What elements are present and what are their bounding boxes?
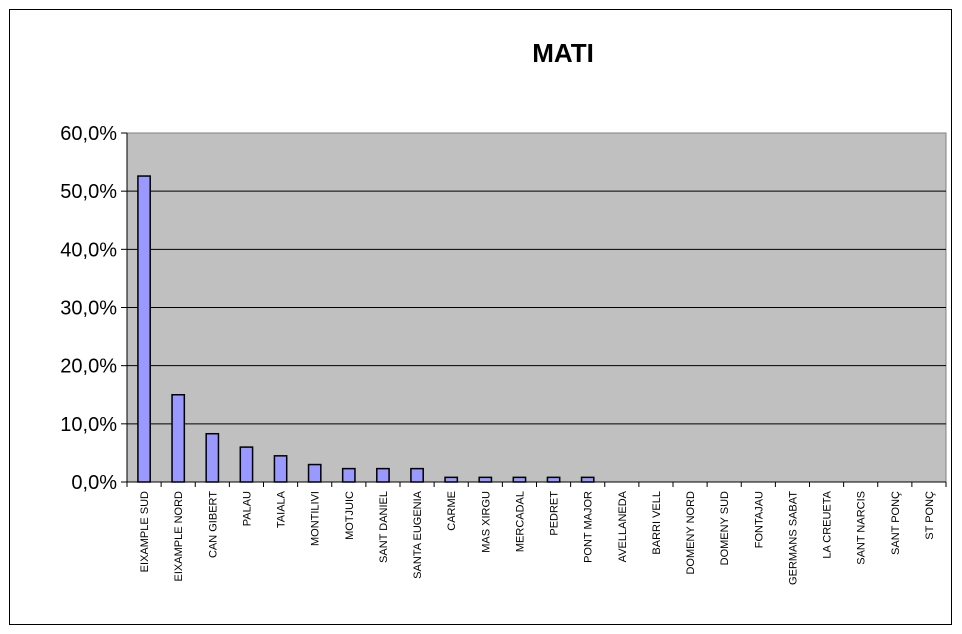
gridlines <box>127 190 946 425</box>
x-tick-label: MERCADAL <box>514 491 526 552</box>
x-tick-label: SANT NARCIS <box>856 491 868 565</box>
chart-title: MATI <box>532 38 594 68</box>
x-axis: EIXAMPLE SUD EIXAMPLE NORD CAN GIBERT PALAU… <box>126 481 947 585</box>
bar <box>341 467 356 483</box>
x-tick-label: EIXAMPLE SUD <box>139 491 151 572</box>
x-tick-label: SANTA EUGENIA <box>412 490 424 578</box>
x-tick-label: FONTAJAU <box>753 491 765 548</box>
bar <box>478 476 493 483</box>
x-tick-label: EIXAMPLE NORD <box>173 491 185 582</box>
bar <box>376 467 390 483</box>
bar <box>239 446 254 483</box>
x-tick-label: BARRI VELL <box>651 491 663 555</box>
y-tick-label: 60,0% <box>60 123 117 145</box>
x-tick-label: PALAU <box>241 491 253 526</box>
y-tick-label: 40,0% <box>60 239 117 261</box>
x-tick-label: SANT PONÇ <box>890 491 902 555</box>
x-tick-label: TAIALA <box>276 490 288 528</box>
x-tick-label: PEDRET <box>549 491 561 536</box>
bar <box>410 467 424 483</box>
x-tick-label: LA CREUETA <box>822 490 834 558</box>
bar <box>137 175 151 483</box>
x-tick-label: MOTJUIC <box>344 491 356 540</box>
bar <box>546 476 561 483</box>
x-tick-label: SANT DANIEL <box>378 491 390 563</box>
y-tick-label: 10,0% <box>60 414 117 436</box>
x-tick-label: CARME <box>446 491 458 531</box>
y-axis: 0,0% 10,0% 20,0% 30,0% 40,0% 50,0% 60,0% <box>60 123 128 494</box>
x-tick-label: PONT MAJOR <box>583 491 595 563</box>
bar <box>444 476 459 483</box>
x-tick-label: ST PONÇ <box>924 491 936 540</box>
y-tick-label: 20,0% <box>60 356 117 378</box>
y-tick-label: 0,0% <box>71 472 117 494</box>
bar <box>273 455 288 483</box>
bar <box>205 432 220 483</box>
x-tick-label: DOMENY NORD <box>685 491 697 575</box>
x-tick-label: MONTILIVI <box>310 491 322 546</box>
y-tick-label: 30,0% <box>60 298 117 320</box>
bar <box>307 463 322 483</box>
y-tick-label: 50,0% <box>60 181 117 203</box>
bar <box>171 394 186 483</box>
x-tick-label: MAS XIRGU <box>480 491 492 553</box>
bar <box>580 476 595 483</box>
x-tick-label: DOMENY SUD <box>719 491 731 565</box>
x-tick-label: CAN GIBERT <box>207 491 219 558</box>
x-tick-label: AVELLANEDA <box>617 490 629 562</box>
x-tick-label: GERMANS SABAT <box>787 491 799 585</box>
bar <box>512 476 527 483</box>
